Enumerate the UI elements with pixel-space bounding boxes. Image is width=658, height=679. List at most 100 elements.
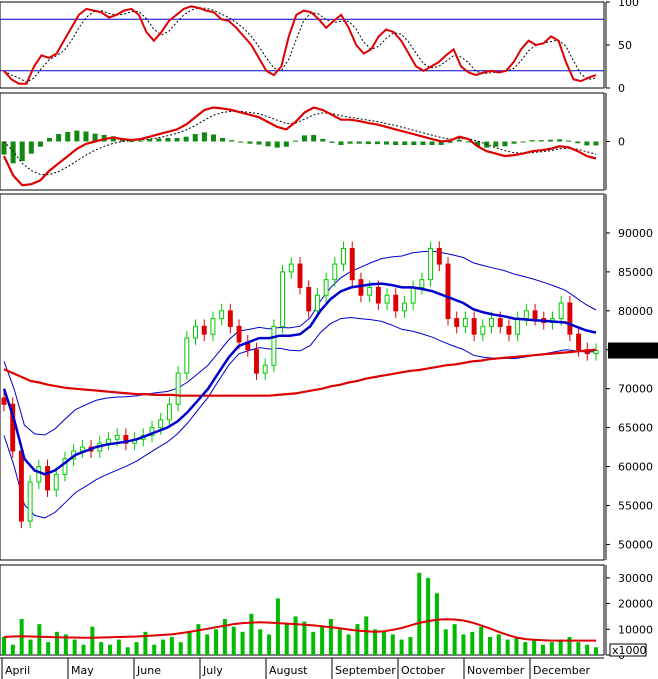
volume-bar [311,631,316,655]
volume-bar [346,634,351,655]
price-panel-frame [0,193,605,561]
candle-body [193,325,198,339]
volume-bar [532,639,537,655]
volume-bar [487,637,492,655]
month-label: July [202,664,223,677]
macd-histogram-bar [192,134,198,142]
volume-bar [594,647,598,655]
candle-body [497,318,503,327]
candle-body [436,248,442,265]
macd-histogram-bar [447,141,453,143]
volume-bar [302,621,307,655]
macd-histogram-bar [420,141,426,145]
candle-body [114,434,120,440]
macd-histogram-bar [438,141,444,145]
stoch-panel-frame [0,1,605,89]
candle-body [523,310,529,320]
macd-histogram-bar [329,141,335,143]
candle-body [358,279,364,296]
volume-bar [28,639,33,655]
candle-body [332,263,338,281]
candle-body [489,318,494,327]
candle-body [323,279,329,296]
price-ma-long-line [3,348,597,397]
candle-body [158,419,164,429]
candle-body [27,481,33,522]
volume-bar [267,634,272,655]
bollinger-upper-line [3,250,597,436]
last-price-tag-bg [608,342,658,359]
candle-body [558,302,564,320]
volume-bar [443,629,448,655]
macd-histogram-bar [47,138,53,142]
volume-bar [585,644,590,655]
candle-body [532,310,538,320]
macd-histogram-bar [338,141,344,145]
last-price-tag: 74900.00 [610,345,658,358]
month-label: December [533,664,591,677]
month-label: October [401,664,445,677]
candle-body [567,302,573,335]
candle-body [454,318,460,327]
candle-body [262,364,268,374]
macd-histogram-bar [210,134,216,142]
macd-histogram-bar [429,141,435,145]
macd-histogram-bar [147,139,153,142]
volume-bar [364,616,369,655]
candle-body [314,294,320,312]
candle-body [306,286,312,312]
macd-histogram-bar [119,139,125,142]
macd-histogram-bar [174,138,180,142]
volume-bar [2,637,6,655]
macd-line [3,106,597,187]
macd-histogram-bar [238,141,244,143]
macd-histogram-bar [201,132,207,142]
volume-bar [37,624,42,655]
volume-bar [143,631,148,655]
macd-histogram-bar [393,141,399,145]
candle-body [271,325,277,366]
volume-bar [576,642,581,655]
candle-body [280,271,286,327]
macd-histogram-bar [465,141,472,143]
volume-multiplier-box [609,643,647,657]
price-tick-label: 80000 [618,305,653,318]
volume-bar [99,642,104,655]
macd-histogram-bar [256,141,262,145]
macd-histogram-bar [520,141,526,143]
volume-bar [293,616,298,655]
macd-histogram-bar [156,138,162,142]
macd-histogram-bar [229,140,235,142]
price-ma-mid-line [2,282,597,476]
price-tick-label: 55000 [618,499,653,512]
candle-body [410,286,416,304]
volume-bar [434,593,439,655]
month-label: April [5,664,30,677]
volume-bar [240,631,245,655]
macd-histogram-bar [547,139,553,142]
volume-bar [125,647,130,655]
macd-histogram-bar [566,140,572,142]
macd-histogram-bar [511,141,517,144]
macd-histogram-bar [584,141,590,146]
volume-tick-label: 20000 [618,598,653,611]
price-tick-label: 85000 [618,266,653,279]
macd-histogram-bar [538,140,544,142]
macd-histogram-bar [74,130,80,142]
candle-body [462,318,468,327]
macd-panel-frame [0,92,605,191]
candle-body [593,350,599,355]
vol-panel-frame [0,564,605,656]
month-label: September [335,664,396,677]
volume-bar [55,631,60,655]
candle-body [419,279,425,288]
candle-body [367,286,373,296]
macd-zero-label: 0 [618,136,625,149]
candle-body [175,372,181,405]
volume-ma-line [3,618,596,642]
macd-histogram-bar [575,141,581,144]
month-label: June [136,664,161,677]
volume-bar [222,619,227,655]
volume-tick-label: 10000 [618,623,653,636]
